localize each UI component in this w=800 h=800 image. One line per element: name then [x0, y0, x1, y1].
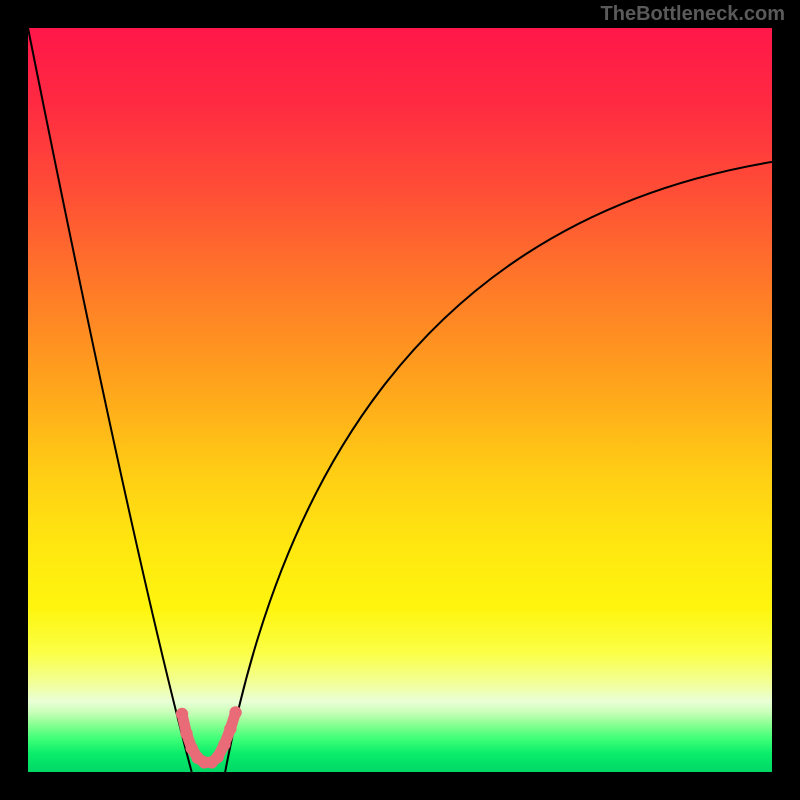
- bottleneck-chart: [28, 28, 772, 772]
- valley-marker: [176, 708, 188, 720]
- watermark-text: TheBottleneck.com: [601, 3, 785, 26]
- valley-marker: [218, 738, 230, 750]
- valley-marker: [224, 723, 236, 735]
- chart-frame: TheBottleneck.com: [0, 0, 800, 800]
- valley-marker: [229, 706, 241, 718]
- valley-marker: [212, 751, 224, 763]
- valley-marker: [180, 727, 192, 739]
